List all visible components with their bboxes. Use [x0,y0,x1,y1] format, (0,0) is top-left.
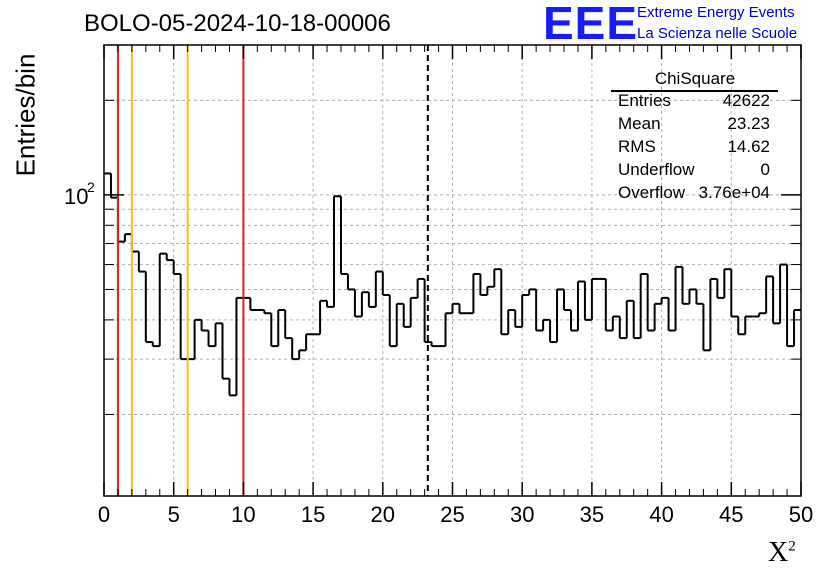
stats-value: 3.76e+04 [698,183,770,202]
x-tick-label: 45 [719,502,743,527]
x-tick-label: 30 [510,502,534,527]
stats-key: Underflow [618,160,695,179]
stats-key: Entries [618,91,671,110]
eee-logo: EEE [543,0,639,49]
stats-key: RMS [618,137,656,156]
grid [104,45,801,496]
x-tick-label: 20 [371,502,395,527]
x-tick-label: 50 [789,502,813,527]
x-tick-label: 25 [440,502,464,527]
stats-value: 23.23 [727,114,770,133]
x-tick-label: 10 [231,502,255,527]
x-tick-label: 0 [98,502,110,527]
y-axis-label-text: Entries/bin [10,53,41,177]
x-tick-label: 15 [301,502,325,527]
stats-key: Mean [618,114,661,133]
logo-line-1: Extreme Energy Events [637,4,795,21]
stats-box: ChiSquare Entries 42622 Mean 23.23 RMS 1… [611,69,779,206]
x-tick-label: 40 [649,502,673,527]
stats-value: 42622 [722,91,770,110]
x-axis-label-superscript: 2 [788,538,796,555]
x-tick-label: 5 [168,502,180,527]
stats-title: ChiSquare [654,69,736,88]
stats-key: Overflow [618,183,686,202]
reference-lines [116,45,429,496]
stats-title-rule [611,90,778,92]
x-axis-label-text: X [768,537,789,568]
stats-row-mean: Mean 23.23 [611,114,779,137]
y-axis-label: Entries/bin [8,40,44,190]
y-tick-label-superscript: 2 [87,179,95,195]
histogram-bars [104,172,801,397]
stats-row-overflow: Overflow 3.76e+04 [611,183,779,206]
stats-value: 14.62 [727,137,770,156]
stats-row-entries: Entries 42622 [611,91,779,114]
chart-title: BOLO-05-2024-10-18-00006 [84,10,391,37]
x-tick-label: 35 [580,502,604,527]
stats-value: 0 [760,160,770,179]
stats-row-rms: RMS 14.62 [611,137,779,160]
stats-row-underflow: Underflow 0 [611,160,779,183]
logo-line-2: La Scienza nelle Scuole [637,25,798,42]
y-tick-label: 10 [64,184,88,209]
x-axis-label: X2 [768,537,796,569]
